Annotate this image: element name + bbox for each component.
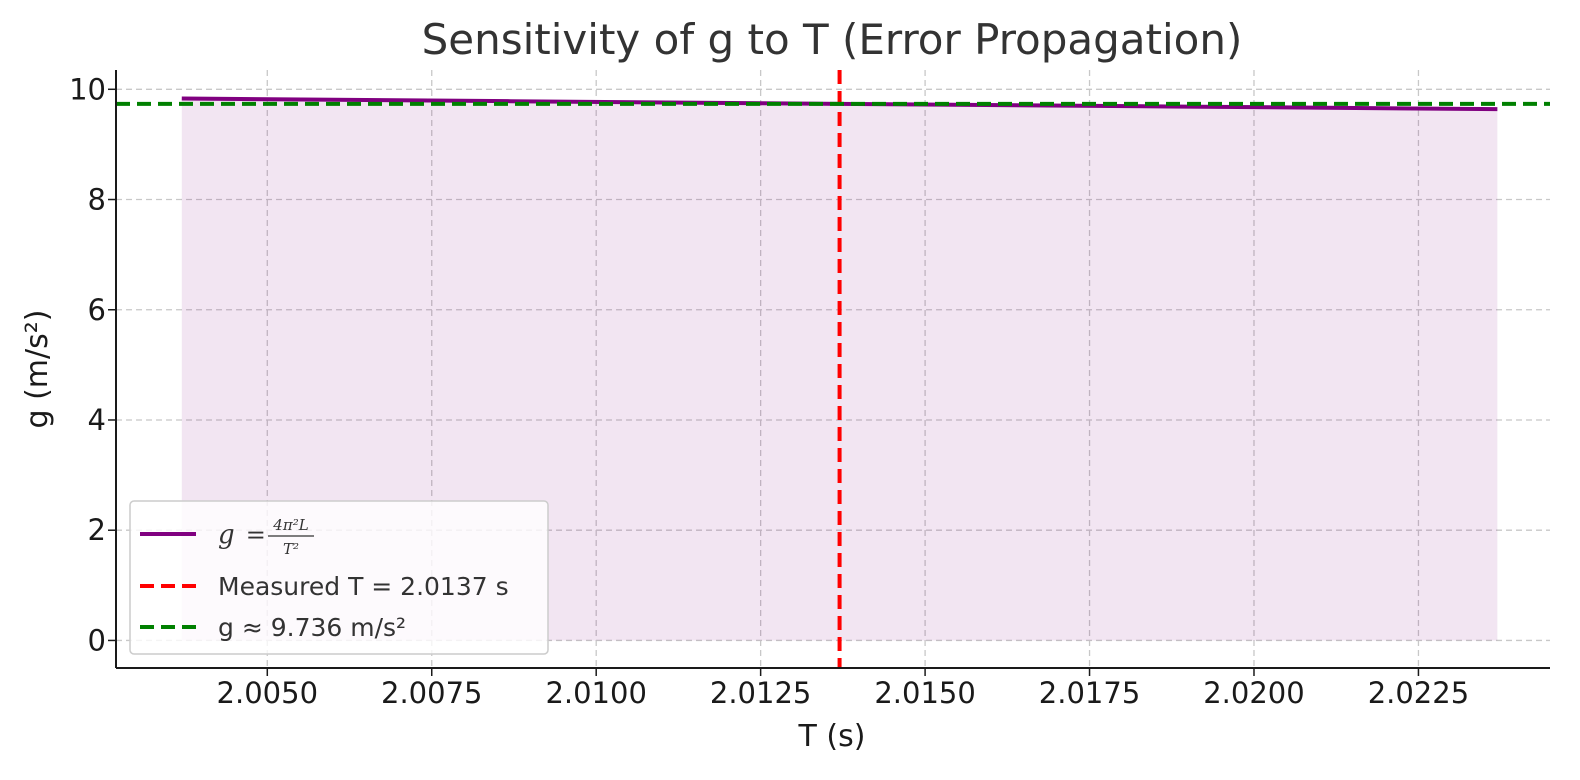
legend-formula-eq: = xyxy=(246,521,266,549)
legend-label-g: g ≈ 9.736 m/s² xyxy=(218,613,406,642)
y-tick-label: 10 xyxy=(69,72,106,106)
x-tick-label: 2.0075 xyxy=(381,676,482,710)
x-tick-label: 2.0200 xyxy=(1203,676,1304,710)
x-tick-label: 2.0175 xyxy=(1039,676,1140,710)
legend-formula-numerator: 4π²L xyxy=(272,516,308,534)
legend-label-curve: g = xyxy=(218,520,266,550)
legend-formula-denominator: T² xyxy=(283,540,299,558)
ticks: 2.0050 2.0075 2.0100 2.0125 2.0150 2.0175 2.02… xyxy=(69,72,1469,710)
x-tick-label: 2.0150 xyxy=(874,676,975,710)
x-tick-label: 2.0050 xyxy=(217,676,318,710)
legend-formula-lhs: g xyxy=(218,520,235,550)
x-axis-label: T (s) xyxy=(798,719,866,754)
x-tick-label: 2.0225 xyxy=(1368,676,1469,710)
y-tick-label: 2 xyxy=(88,513,106,547)
y-tick-label: 6 xyxy=(88,293,106,327)
x-tick-label: 2.0125 xyxy=(710,676,811,710)
chart-title: Sensitivity of g to T (Error Propagation… xyxy=(422,15,1243,64)
y-axis-label: g (m/s²) xyxy=(20,310,55,429)
grid xyxy=(116,70,1550,668)
reference-lines xyxy=(116,70,1550,668)
y-tick-label: 8 xyxy=(88,183,106,217)
legend-label-measured: Measured T = 2.0137 s xyxy=(218,572,509,601)
y-tick-label: 0 xyxy=(88,623,106,657)
x-tick-label: 2.0100 xyxy=(545,676,646,710)
legend: g = 4π²L T² Measured T = 2.0137 s g ≈ 9.… xyxy=(129,500,549,655)
legend-box xyxy=(129,500,549,655)
y-tick-label: 4 xyxy=(88,403,106,437)
